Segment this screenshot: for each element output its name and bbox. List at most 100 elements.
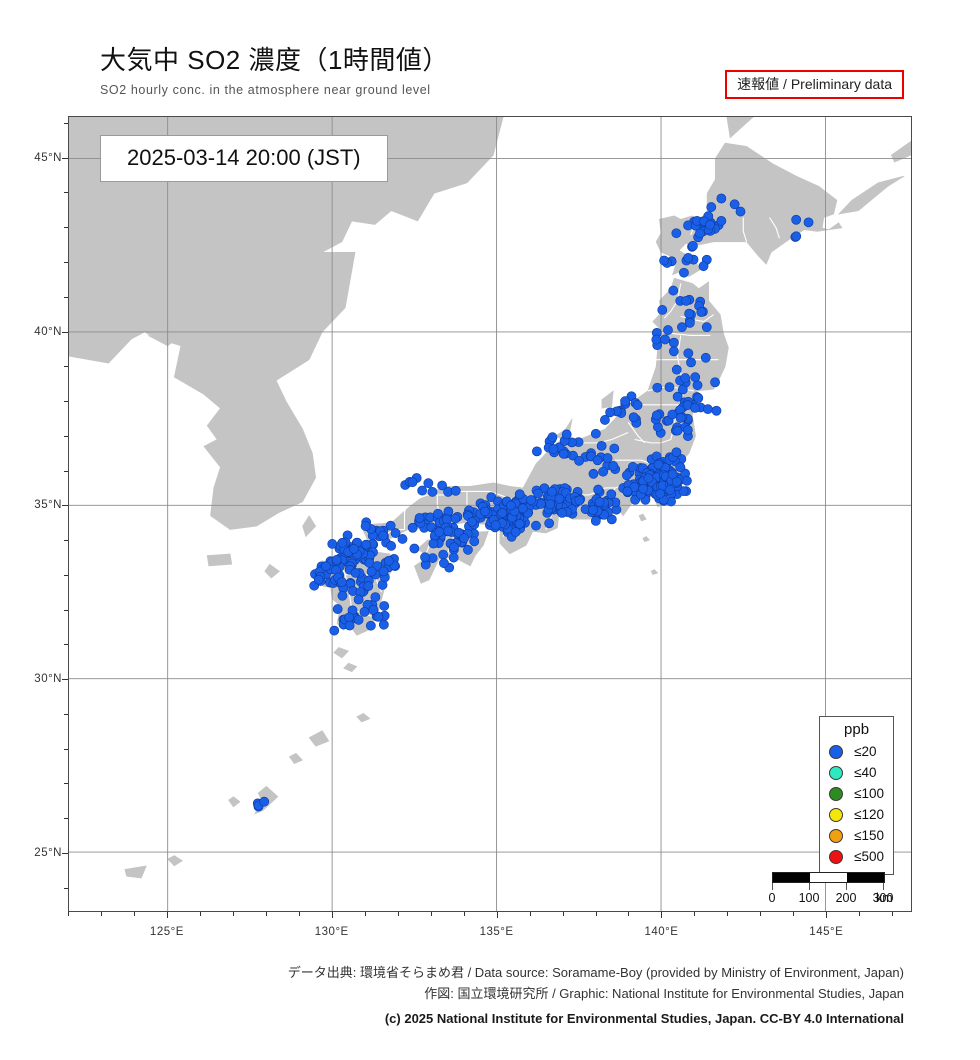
station-point[interactable] [463,544,473,555]
station-point[interactable] [686,357,696,368]
station-point[interactable] [695,228,705,239]
station-point[interactable] [679,267,689,278]
station-point[interactable] [735,206,746,217]
station-point[interactable] [366,566,377,577]
station-point[interactable] [688,240,698,251]
station-point[interactable] [558,448,569,459]
station-point[interactable] [535,498,546,509]
station-point[interactable] [588,468,599,479]
station-point[interactable] [668,285,679,296]
station-point[interactable] [414,513,425,523]
station-point[interactable] [547,486,557,497]
station-point[interactable] [448,552,459,563]
station-point[interactable] [684,317,695,328]
station-point[interactable] [702,404,713,415]
station-point[interactable] [667,469,678,480]
station-point[interactable] [803,217,814,228]
station-point[interactable] [259,796,270,807]
station-point[interactable] [638,483,649,494]
station-point[interactable] [668,337,679,348]
station-point[interactable] [627,462,638,472]
station-point[interactable] [660,334,670,345]
station-point[interactable] [684,308,695,319]
station-point[interactable] [417,485,428,496]
station-point[interactable] [428,538,439,549]
station-point[interactable] [365,620,376,631]
station-point[interactable] [696,307,707,317]
station-point[interactable] [449,542,459,553]
station-point[interactable] [600,415,610,425]
station-point[interactable] [344,612,355,623]
station-point[interactable] [433,508,443,519]
station-point[interactable] [711,405,722,416]
station-point[interactable] [363,581,374,592]
station-point[interactable] [561,429,572,440]
station-point[interactable] [651,334,662,345]
station-point[interactable] [621,470,632,481]
station-point[interactable] [672,425,683,436]
station-point[interactable] [370,592,381,602]
station-point[interactable] [659,255,669,266]
legend-item-4[interactable]: ≤150 [829,825,884,846]
station-point[interactable] [383,555,394,566]
station-point[interactable] [620,396,630,407]
station-point[interactable] [337,590,348,601]
station-point[interactable] [547,432,558,443]
station-point[interactable] [390,528,401,538]
station-point[interactable] [668,346,679,357]
station-point[interactable] [680,373,691,383]
station-point[interactable] [574,495,585,506]
station-point[interactable] [437,480,448,491]
station-point[interactable] [517,503,528,514]
station-point[interactable] [439,558,449,569]
station-point[interactable] [434,527,445,537]
station-point[interactable] [344,620,355,631]
station-point[interactable] [336,577,347,588]
station-point[interactable] [353,594,364,605]
station-point[interactable] [632,400,643,411]
station-point[interactable] [427,486,438,497]
station-point[interactable] [407,522,418,533]
station-point[interactable] [701,322,712,333]
station-point[interactable] [681,295,692,306]
station-point[interactable] [683,348,694,359]
station-point[interactable] [532,446,542,457]
station-point[interactable] [407,477,418,488]
station-point[interactable] [514,489,525,500]
station-point[interactable] [386,541,397,551]
station-point[interactable] [321,561,331,572]
legend-item-2[interactable]: ≤100 [829,783,884,804]
station-point[interactable] [526,495,536,505]
station-point[interactable] [443,526,454,536]
station-point[interactable] [506,500,516,511]
station-point[interactable] [490,520,501,531]
station-point[interactable] [690,402,700,413]
station-point[interactable] [592,455,603,466]
station-point[interactable] [791,231,802,242]
station-point[interactable] [331,554,342,565]
station-point[interactable] [545,499,556,510]
station-point[interactable] [350,567,361,578]
station-point[interactable] [598,466,609,477]
station-point[interactable] [608,461,619,471]
station-point[interactable] [651,410,662,421]
station-point[interactable] [313,574,324,585]
station-point[interactable] [643,473,654,484]
station-point[interactable] [480,506,490,517]
station-point[interactable] [672,391,683,402]
station-point[interactable] [459,533,469,544]
station-point[interactable] [698,261,709,272]
station-point[interactable] [554,493,565,504]
legend-item-5[interactable]: ≤500 [829,846,884,867]
station-point[interactable] [467,516,478,527]
station-point[interactable] [450,513,461,524]
station-point[interactable] [397,534,408,544]
station-point[interactable] [497,508,508,518]
station-point[interactable] [663,325,673,335]
station-point[interactable] [441,514,452,525]
station-point[interactable] [628,412,639,423]
station-point[interactable] [531,520,541,531]
station-point[interactable] [373,611,384,622]
station-point[interactable] [605,407,616,418]
station-point[interactable] [378,619,389,630]
